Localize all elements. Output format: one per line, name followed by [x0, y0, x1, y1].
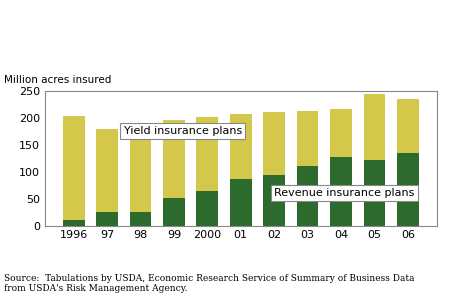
Bar — [397, 153, 418, 226]
Bar — [197, 117, 218, 190]
Text: Yield insurance plans: Yield insurance plans — [124, 126, 242, 136]
Text: Million acres insured: Million acres insured — [4, 75, 112, 85]
Text: Federal crop insurance program: Federal crop insurance program — [4, 53, 246, 66]
Text: Source:  Tabulations by USDA, Economic Research Service of Summary of Business D: Source: Tabulations by USDA, Economic Re… — [4, 274, 415, 293]
Bar — [96, 129, 118, 212]
Bar — [364, 93, 385, 160]
Bar — [397, 99, 418, 153]
Bar — [263, 176, 285, 226]
Bar — [130, 212, 151, 226]
Bar — [230, 114, 252, 179]
Bar — [163, 120, 185, 198]
Bar — [130, 129, 151, 212]
Bar — [163, 198, 185, 226]
Text: Revenue insurance acreage surpasses yield insurance acreage in: Revenue insurance acreage surpasses yiel… — [4, 21, 450, 33]
Text: Revenue insurance plans: Revenue insurance plans — [274, 188, 414, 198]
Bar — [197, 190, 218, 226]
Bar — [364, 160, 385, 226]
Bar — [230, 179, 252, 226]
Bar — [63, 116, 85, 220]
Bar — [297, 111, 319, 166]
Bar — [297, 166, 319, 226]
Bar — [96, 212, 118, 226]
Bar — [63, 220, 85, 226]
Bar — [330, 157, 352, 226]
Bar — [330, 109, 352, 157]
Bar — [263, 112, 285, 176]
